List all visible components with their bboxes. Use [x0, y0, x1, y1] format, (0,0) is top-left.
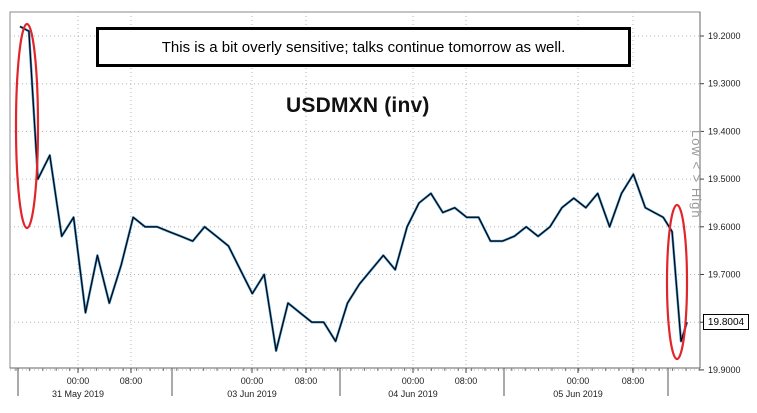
highlight-ellipse-right	[665, 203, 689, 361]
y-tick-label: 19.6000	[708, 222, 741, 232]
last-value-text: 19.8004	[707, 316, 745, 328]
y-tick-label: 19.2000	[708, 31, 741, 41]
annotation-box: This is a bit overly sensitive; talks co…	[96, 27, 631, 67]
x-tick-label: 08:00	[295, 376, 318, 386]
annotation-text: This is a bit overly sensitive; talks co…	[161, 38, 566, 56]
last-value-badge: 19.8004	[703, 314, 749, 330]
y-tick-label: 19.9000	[708, 365, 741, 375]
x-date-label: 05 Jun 2019	[553, 389, 603, 399]
x-date-label: 31 May 2019	[52, 389, 104, 399]
highlight-ellipse-left	[14, 22, 40, 230]
y-tick-label: 19.3000	[708, 79, 741, 89]
y-tick-label: 19.5000	[708, 174, 741, 184]
y-tick-label: 19.4000	[708, 126, 741, 136]
highlight-marks	[14, 22, 689, 361]
x-tick-label: 08:00	[120, 376, 143, 386]
usdmxn-series	[19, 25, 689, 352]
x-tick-label: 00:00	[567, 376, 590, 386]
series-accent-line	[19, 25, 689, 352]
x-tick-label: 00:00	[402, 376, 425, 386]
low-high-label: Low < > High	[689, 130, 704, 219]
x-date-label: 04 Jun 2019	[388, 389, 438, 399]
series-line	[19, 26, 688, 352]
x-axis: 00:00 08:00 00:00 08:00 00:00 08:00 00:00 08:00…	[10, 367, 700, 399]
x-tick-label: 08:00	[455, 376, 478, 386]
chart-title: USDMXN (inv)	[286, 94, 430, 117]
x-tick-label: 08:00	[622, 376, 645, 386]
x-tick-label: 00:00	[241, 376, 264, 386]
x-tick-label: 00:00	[67, 376, 90, 386]
y-tick-label: 19.7000	[708, 270, 741, 280]
x-date-label: 03 Jun 2019	[227, 389, 277, 399]
